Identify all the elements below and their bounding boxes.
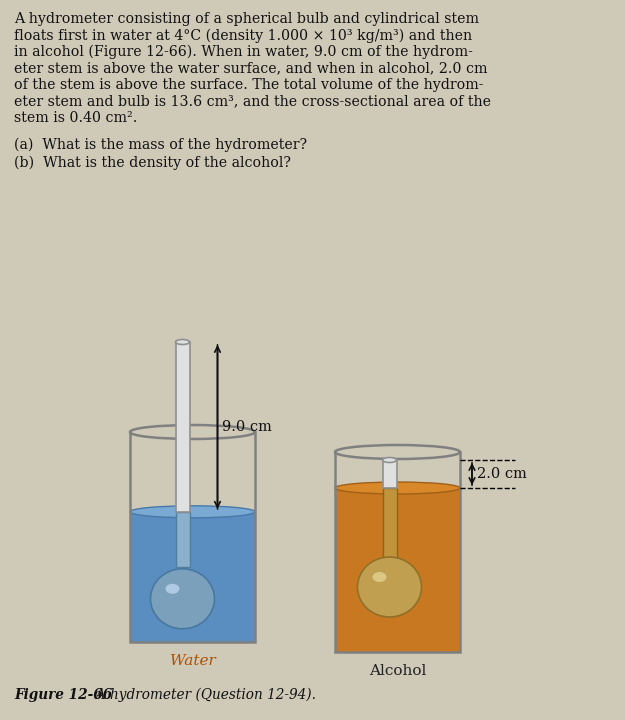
Text: Water: Water [169, 654, 216, 668]
Text: Figure 12-66: Figure 12-66 [14, 688, 112, 702]
Text: (b)  What is the density of the alcohol?: (b) What is the density of the alcohol? [14, 156, 291, 171]
Text: eter stem is above the water surface, and when in alcohol, 2.0 cm: eter stem is above the water surface, an… [14, 61, 488, 76]
Bar [130, 512, 255, 642]
Ellipse shape [382, 457, 396, 462]
Ellipse shape [357, 557, 421, 617]
Text: A hydrometer (Question 12-94).: A hydrometer (Question 12-94). [87, 688, 316, 702]
Ellipse shape [130, 505, 255, 518]
Text: floats first in water at 4°C (density 1.000 × 10³ kg/m³) and then: floats first in water at 4°C (density 1.… [14, 29, 472, 43]
Ellipse shape [151, 569, 214, 629]
Text: Alcohol: Alcohol [369, 664, 426, 678]
Text: of the stem is above the surface. The total volume of the hydrom-: of the stem is above the surface. The to… [14, 78, 484, 92]
Text: eter stem and bulb is 13.6 cm³, and the cross-sectional area of the: eter stem and bulb is 13.6 cm³, and the … [14, 94, 491, 109]
Ellipse shape [372, 572, 386, 582]
Text: in alcohol (Figure 12-66). When in water, 9.0 cm of the hydrom-: in alcohol (Figure 12-66). When in water… [14, 45, 473, 59]
Bar [335, 452, 460, 652]
Ellipse shape [335, 482, 460, 494]
Text: stem is 0.40 cm².: stem is 0.40 cm². [14, 111, 138, 125]
Ellipse shape [130, 425, 255, 439]
Ellipse shape [335, 445, 460, 459]
Text: 2.0 cm: 2.0 cm [477, 467, 527, 481]
Bar [382, 460, 396, 488]
Bar [382, 488, 396, 573]
Bar [130, 432, 255, 642]
Bar [176, 342, 189, 512]
Ellipse shape [176, 340, 189, 344]
Bar [176, 512, 189, 567]
Text: (a)  What is the mass of the hydrometer?: (a) What is the mass of the hydrometer? [14, 138, 307, 152]
Bar [335, 488, 460, 652]
Ellipse shape [166, 584, 179, 594]
Text: 9.0 cm: 9.0 cm [221, 420, 271, 434]
Text: A hydrometer consisting of a spherical bulb and cylindrical stem: A hydrometer consisting of a spherical b… [14, 12, 479, 26]
